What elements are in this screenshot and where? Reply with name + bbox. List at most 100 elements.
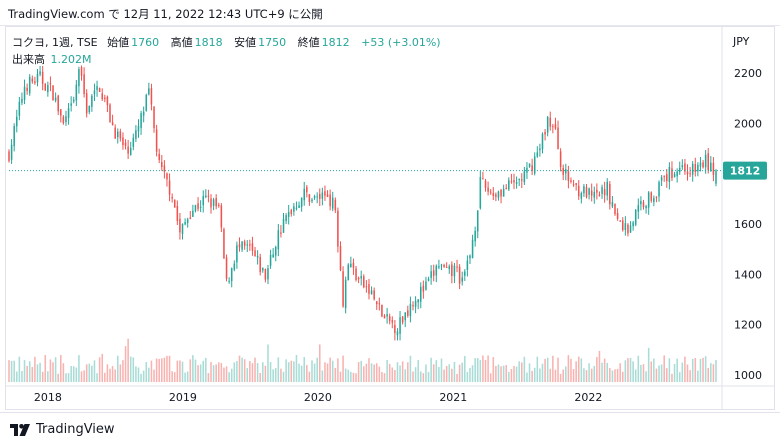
candle-body [106, 96, 109, 106]
volume-bar [350, 371, 352, 382]
candle-body [111, 122, 114, 126]
candle-body [28, 76, 31, 94]
low-label: 安値 [234, 36, 257, 49]
candle-body [432, 270, 435, 276]
candle-body [212, 199, 215, 206]
volume-bar [583, 368, 585, 382]
volume-bar [316, 357, 318, 382]
volume-bar [306, 365, 308, 382]
candle-body [254, 250, 256, 257]
candle-body [15, 116, 18, 127]
candle-body [72, 99, 75, 102]
candle-body [44, 84, 47, 91]
candle-body [588, 188, 590, 195]
volume-bar [422, 373, 425, 382]
candle-body [640, 201, 642, 205]
volume-bar [438, 367, 440, 382]
volume-bar [598, 350, 601, 382]
candle-body [352, 262, 355, 268]
candle-body [140, 113, 142, 128]
candle-body [539, 148, 541, 151]
low-value: 1750 [258, 36, 287, 49]
volume-bar [199, 364, 202, 382]
candle-body [41, 71, 44, 84]
volume-bar [671, 373, 673, 382]
tradingview-logo[interactable]: TradingView [10, 422, 115, 437]
candle-body [520, 179, 523, 181]
volume-bar [150, 360, 153, 382]
volume-bar [476, 358, 479, 382]
volume-bar [684, 356, 686, 382]
candle-body [580, 193, 583, 199]
volume-bar [375, 363, 378, 382]
volume-bar [601, 362, 603, 382]
candle-body [285, 215, 287, 222]
candle-body [57, 95, 59, 112]
volume-bar [526, 372, 528, 382]
candle-body [448, 266, 451, 270]
volume-bar [290, 360, 293, 382]
candle-body [65, 116, 67, 123]
candle-body [492, 193, 495, 196]
candle-body [559, 151, 562, 167]
volume-bar [502, 365, 505, 382]
volume-bar [88, 363, 91, 382]
candle-body [47, 85, 49, 93]
candle-body [199, 206, 202, 208]
volume-bar [399, 365, 401, 382]
candle-body [590, 190, 593, 196]
volume-bar [313, 363, 316, 382]
candle-body [699, 162, 702, 167]
candle-body [298, 205, 300, 208]
volume-bar [287, 362, 290, 382]
volume-bar [479, 360, 482, 382]
candle-body [101, 93, 104, 100]
footer: TradingView [0, 412, 780, 445]
volume-bar [412, 371, 414, 382]
candle-body [658, 182, 660, 197]
volume-bar [91, 365, 93, 382]
candle-body [383, 315, 386, 319]
candle-body [60, 109, 62, 116]
candle-body [342, 271, 344, 307]
candle-body [184, 222, 186, 225]
candle-body [422, 285, 425, 292]
candle-body [122, 137, 124, 145]
volume-bar [264, 365, 267, 382]
volume-bar [572, 369, 575, 382]
volume-bar [194, 359, 197, 382]
high-value: 1818 [194, 36, 223, 49]
candle-body [536, 152, 539, 157]
candle-body [145, 94, 148, 111]
published-text: TradingView.com で 12月 11, 2022 12:43 UTC… [8, 7, 323, 21]
candle-body [96, 86, 98, 91]
volume-bar [453, 361, 456, 382]
candle-body [163, 165, 166, 172]
volume-bar [562, 369, 564, 382]
candle-body [642, 202, 645, 208]
candle-body [370, 290, 373, 295]
candle-body [31, 78, 34, 82]
volume-bar [710, 363, 712, 382]
chart-frame[interactable] [5, 26, 775, 410]
candle-body [606, 181, 609, 196]
candle-body [153, 106, 155, 129]
volume-bar [173, 372, 176, 382]
candle-body [243, 241, 246, 246]
candle-body [388, 316, 391, 321]
candle-body [54, 97, 57, 101]
volume-bar [484, 359, 487, 382]
candle-body [8, 151, 10, 162]
volume-bar [65, 373, 67, 382]
volume-bar [145, 362, 148, 382]
candle-body [668, 167, 671, 182]
volume-bar [83, 370, 85, 382]
candle-body [691, 163, 694, 175]
volume-bar [142, 370, 145, 382]
published-info: TradingView.com で 12月 11, 2022 12:43 UTC… [0, 0, 780, 26]
volume-bar [394, 370, 396, 382]
y-tick-label: 2200 [734, 67, 762, 80]
candle-body [614, 203, 616, 215]
x-tick-label: 2019 [169, 391, 197, 404]
